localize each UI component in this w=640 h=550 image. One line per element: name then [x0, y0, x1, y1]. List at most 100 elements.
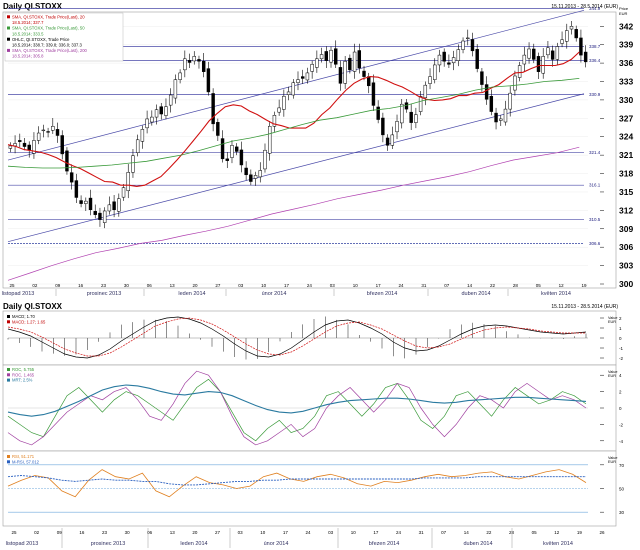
bottom-x-day-label: 02 — [34, 530, 40, 535]
x-day-label: 12 — [559, 283, 565, 288]
x-day-label: 19 — [581, 283, 587, 288]
candle-body — [168, 94, 173, 106]
candle-body — [8, 145, 13, 149]
candle-body — [239, 149, 244, 166]
x-day-label: 20 — [193, 283, 199, 288]
y-tick-label: 327 — [619, 113, 633, 123]
y-tick-label: 312 — [619, 205, 633, 215]
x-month-label: prosinec 2013 — [87, 291, 122, 297]
x-day-label: 16 — [78, 283, 84, 288]
y-tick-label: 300 — [619, 279, 633, 289]
bottom-x-day-label: 10 — [351, 530, 357, 535]
bottom-x-day-label: 14 — [464, 530, 470, 535]
candle-body — [277, 107, 281, 113]
roc-legend-swatch — [7, 373, 10, 377]
x-month-label: květen 2014 — [541, 291, 571, 297]
roc-legend-swatch — [7, 368, 10, 371]
candle-body — [135, 139, 140, 153]
sma200-line — [7, 146, 580, 281]
x-day-label: 10 — [261, 283, 267, 288]
level-label: 344.9 — [589, 6, 601, 11]
bottom-x-axis: 25 02 09 16 23 30 06 13 20 27 03 10 17 24 03 10 17 24 31 07… — [6, 528, 605, 548]
candle-body — [315, 58, 319, 68]
candle-body — [18, 140, 22, 142]
macd-line — [7, 316, 587, 359]
candle-body — [513, 75, 517, 91]
candle-body — [442, 51, 446, 62]
macd-date-range: 15.11.2013 - 28.5.2014 (EUR) — [551, 304, 618, 310]
candle-body — [352, 51, 357, 72]
candle-body — [159, 106, 163, 115]
bottom-x-day-label: 27 — [215, 530, 221, 535]
candle-body — [296, 79, 300, 83]
candle-body — [381, 117, 385, 136]
main-legend: SMA, QI.STOXX, Trade Price(Last), 2018.5… — [4, 12, 124, 62]
legend-swatch — [7, 26, 10, 30]
candle-body — [173, 79, 178, 99]
level-label: 336.4 — [589, 58, 601, 63]
candle-body — [456, 49, 461, 61]
candle-body — [178, 72, 182, 80]
y-tick-label: 321 — [619, 150, 633, 160]
candle-body — [164, 106, 168, 116]
candle-body — [319, 54, 324, 60]
candle-body — [494, 112, 498, 123]
candle-body — [112, 201, 116, 210]
macd-axis-tick-label: 1 — [619, 326, 622, 331]
candle-body — [305, 72, 310, 81]
roc-axis-tick-label: -2 — [619, 422, 623, 427]
candle-body — [65, 150, 69, 172]
rsi-signal-line — [7, 475, 586, 486]
candle-body — [41, 129, 46, 132]
x-day-label: 02 — [32, 283, 38, 288]
x-day-label: 17 — [376, 283, 382, 288]
candle-body — [390, 134, 395, 146]
macd-legend-text: MACD; 1.27; 1.65 — [12, 319, 46, 324]
bottom-x-day-label: 22 — [486, 530, 492, 535]
candle-body — [367, 76, 371, 87]
x-month-label: březen 2014 — [367, 291, 398, 297]
candle-body — [371, 82, 376, 106]
candle-body — [206, 68, 211, 93]
candle-body — [46, 131, 50, 133]
candle-body — [258, 170, 262, 178]
candle-body — [183, 58, 187, 71]
candle-body — [489, 95, 494, 112]
candle-body — [225, 158, 229, 161]
candle-body — [98, 212, 102, 220]
candle-body — [414, 114, 418, 123]
moving-averages — [7, 51, 580, 281]
level-label: 316.1 — [589, 183, 601, 188]
rsi-axis-tick-label: 70 — [619, 463, 625, 468]
candle-body — [140, 129, 145, 142]
legend-swatch — [7, 37, 10, 41]
y-tick-label: 318 — [619, 169, 633, 179]
roc-legend-swatch — [7, 378, 10, 382]
candle-body — [423, 84, 428, 99]
roc-axis-caption-unit: EUR — [608, 374, 616, 378]
y-tick-label: 342 — [619, 21, 633, 31]
candle-body — [522, 54, 527, 65]
legend-text: OHLC, QI.STOXX, Trade Price — [12, 37, 70, 42]
candle-body — [362, 70, 366, 77]
bottom-x-day-label: 31 — [419, 530, 425, 535]
candle-body — [197, 59, 201, 62]
candle-body — [338, 67, 343, 84]
x-day-label: 03 — [238, 283, 244, 288]
main-x-axis: 25 02 09 16 23 30 06 13 20 27 03 10 17 24 03 10 17 24 31 07… — [2, 283, 587, 297]
x-day-label: 03 — [330, 283, 336, 288]
candle-body — [74, 180, 79, 198]
candle-body — [192, 56, 196, 62]
candle-body — [555, 46, 560, 60]
legend-text: 18.5.2014; 305.8 — [12, 54, 44, 59]
bottom-x-day-label: 20 — [192, 530, 198, 535]
level-label: 310.5 — [589, 217, 601, 222]
candle-body — [527, 48, 531, 59]
roc-axis-tick-label: -4 — [619, 439, 623, 444]
x-day-label: 23 — [101, 283, 107, 288]
candle-body — [234, 146, 239, 152]
candle-body — [418, 95, 423, 112]
candle-body — [22, 142, 27, 147]
candle-body — [69, 172, 74, 183]
